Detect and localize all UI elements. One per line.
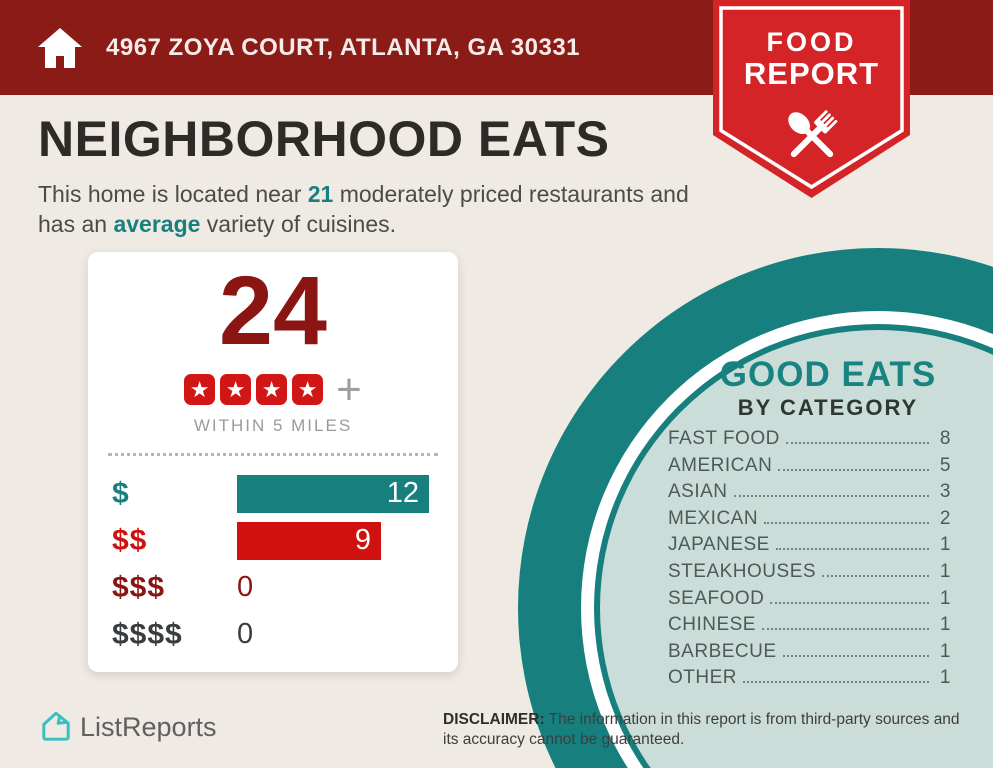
home-icon [38,27,82,68]
category-row: MEXICAN 2 [668,508,951,535]
dot-leader [782,654,929,657]
intro-pre: This home is located near [38,181,308,207]
price-bar-chart: $12 $$ 9 $$$ 0 $$$$ 0 [112,470,434,658]
dot-leader [761,628,929,631]
star-icon: ★ [184,374,216,405]
star-icon: ★ [256,374,288,405]
category-count: 1 [939,587,951,609]
listreports-brand-name: ListReports [80,712,217,742]
price-tier-label: $ [112,476,130,510]
price-row: $$ 9 [112,517,434,564]
dot-leader [822,574,929,577]
ribbon-line2: REPORT [743,56,880,91]
total-restaurants: 24 [219,256,327,365]
price-row: $$$ 0 [112,564,434,611]
intro-mid2: has an [38,211,114,237]
ribbon-line1: FOOD [766,27,857,57]
category-label: AMERICAN [668,454,773,476]
disclaimer-label: DISCLAIMER: [443,711,545,728]
price-bar: 9 [237,521,381,560]
category-count: 5 [939,454,951,476]
dotted-divider [108,453,438,456]
intro-mid: moderately priced restaurants and [333,181,689,207]
food-report-ribbon: FOOD REPORT [713,0,910,200]
category-label: CHINESE [668,614,756,636]
dot-leader [733,495,929,498]
dot-leader [770,601,929,604]
category-label: ASIAN [668,481,728,503]
disclaimer-text: DISCLAIMER: The information in this repo… [443,710,978,750]
dot-leader [743,681,929,684]
variety-highlight: average [113,211,201,237]
property-address: 4967 ZOYA COURT, ATLANTA, GA 30331 [106,33,581,61]
category-label: MEXICAN [668,507,759,529]
plus-sign: + [336,365,362,414]
category-label: JAPANESE [668,534,770,556]
intro-post: variety of cuisines. [200,211,397,237]
price-row: $12 [112,470,434,517]
zero-value: 0 [237,571,254,603]
star-rating-row: ★ ★ ★ ★ + [88,365,458,414]
zero-value: 0 [237,618,254,650]
intro-paragraph: This home is located near 21 moderately … [38,179,689,239]
listreports-logo-icon [42,711,70,741]
category-row: CHINESE 1 [668,614,951,641]
category-count: 1 [939,667,951,689]
category-row: FAST FOOD 8 [668,428,951,455]
category-count: 1 [939,560,951,582]
restaurant-count: 21 [307,181,334,207]
category-label: FAST FOOD [668,428,780,449]
category-count: 1 [939,534,951,556]
dot-leader [785,442,929,444]
category-count: 8 [939,428,951,449]
price-row: $$$$ 0 [112,611,434,658]
dot-leader [764,521,929,524]
category-count: 2 [939,507,951,529]
spoon-fork-icon [788,110,838,158]
summary-card: 24 ★ ★ ★ ★ + WITHIN 5 MILES $12 $$ 9 $$$ 0 $$$$ 0 [88,252,458,672]
good-eats-subtitle: BY CATEGORY [737,395,919,420]
category-count: 3 [939,481,951,503]
category-row: BARBECUE 1 [668,641,951,668]
category-label: SEAFOOD [668,587,765,609]
category-count: 1 [939,640,951,662]
category-label: STEAKHOUSES [668,560,817,582]
dot-leader [775,548,929,551]
category-row: AMERICAN 5 [668,455,951,482]
page-title: NEIGHBORHOOD EATS [38,111,610,167]
price-bar: 12 [237,474,429,513]
price-tier-label: $$ [112,523,148,557]
star-icon: ★ [292,374,324,405]
category-list: FAST FOOD 8 AMERICAN 5 ASIAN 3 MEXICAN 2 [668,428,951,694]
radius-caption: WITHIN 5 MILES [193,416,353,435]
category-row: OTHER 1 [668,667,951,694]
category-row: ASIAN 3 [668,481,951,508]
category-label: BARBECUE [668,640,777,662]
price-tier-label: $$$ [112,570,166,604]
good-eats-title: GOOD EATS [719,355,937,394]
ribbon-shape [713,0,910,198]
star-icon: ★ [220,374,252,405]
category-label: OTHER [668,667,737,689]
dot-leader [778,468,929,471]
category-row: JAPANESE 1 [668,534,951,561]
category-row: STEAKHOUSES 1 [668,561,951,588]
star-badges: ★ ★ ★ ★ [184,374,324,405]
price-tier-label: $$$$ [112,617,183,651]
category-count: 1 [939,614,951,636]
category-row: SEAFOOD 1 [668,588,951,615]
